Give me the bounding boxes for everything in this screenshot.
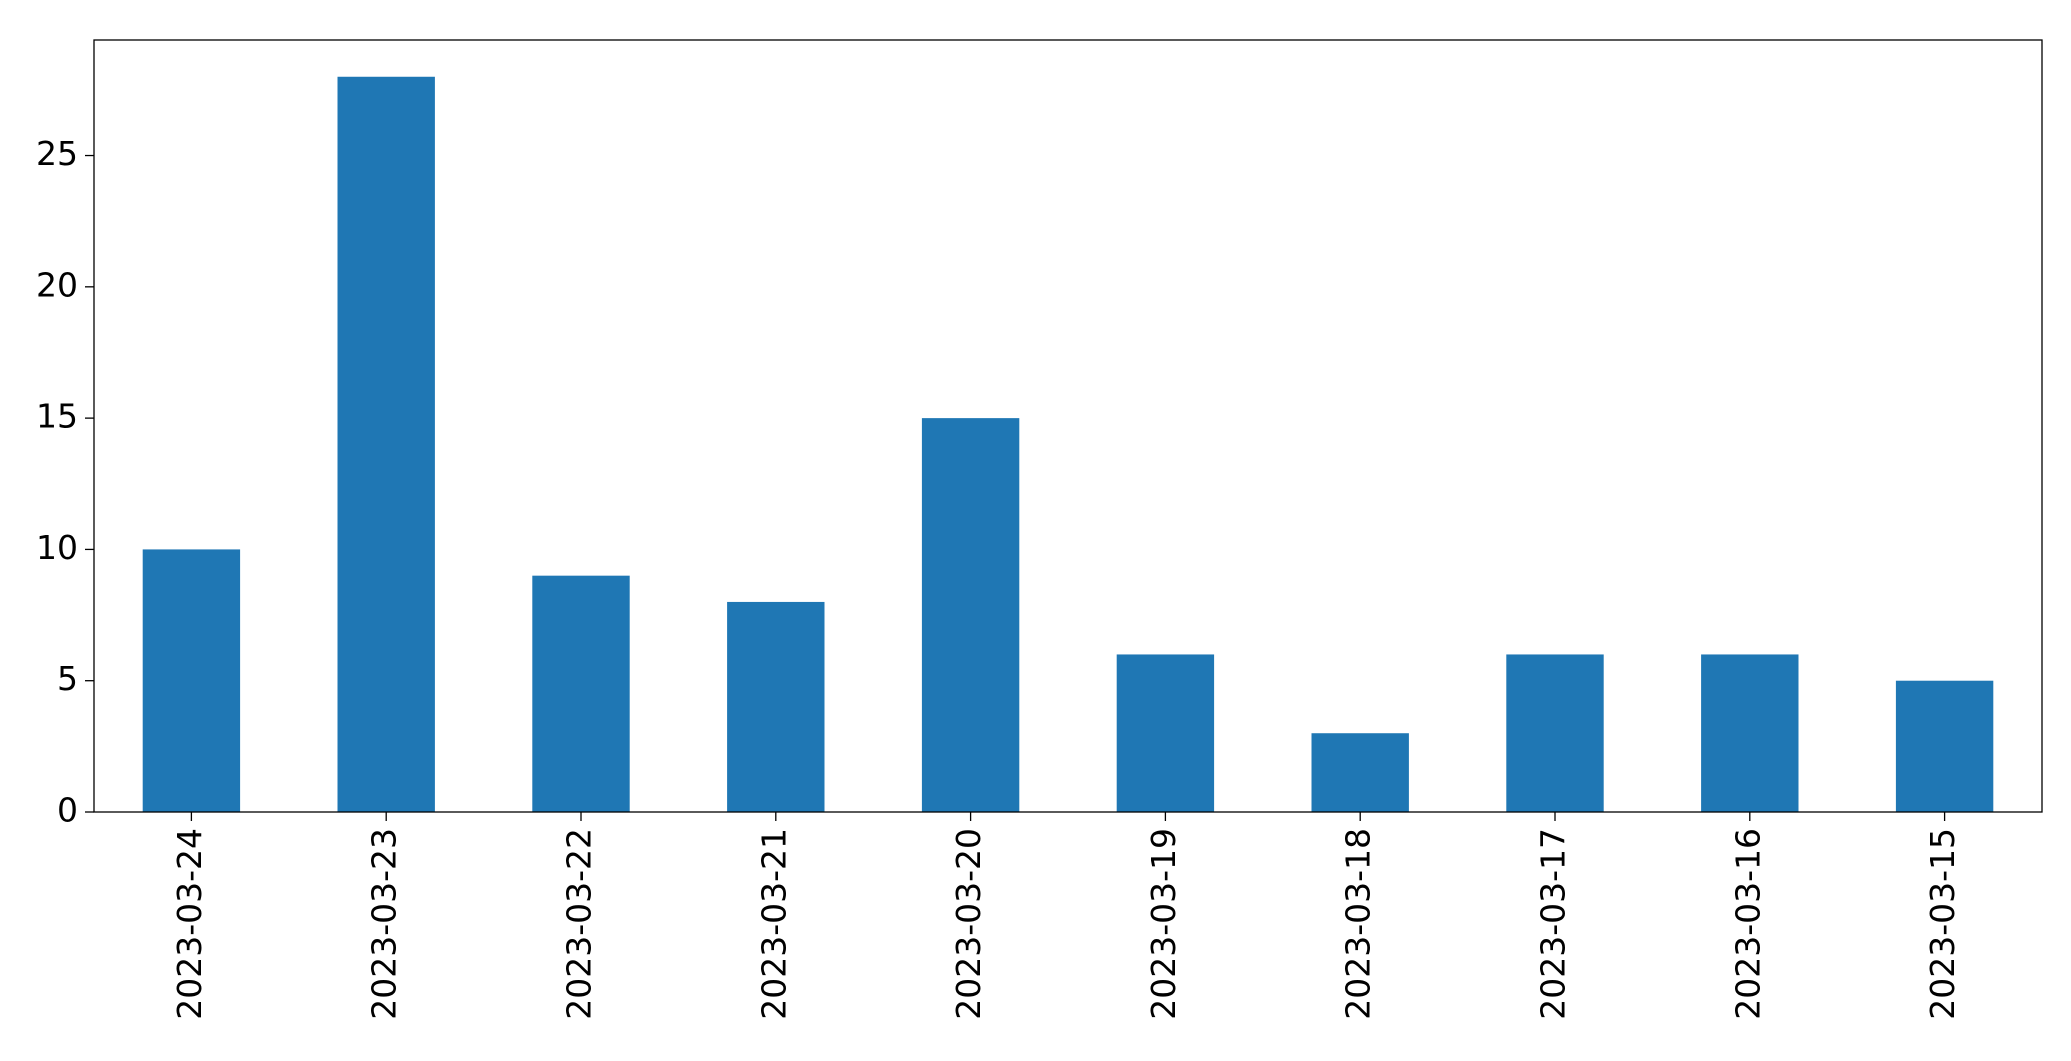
y-tick-label: 10 xyxy=(36,528,78,567)
bar xyxy=(1311,733,1409,812)
x-tick-label: 2023-03-17 xyxy=(1534,828,1573,1020)
x-tick-label: 2023-03-15 xyxy=(1923,828,1962,1020)
plot-frame xyxy=(93,39,2043,813)
bar xyxy=(142,549,241,812)
bar xyxy=(532,575,630,812)
bar xyxy=(1116,654,1215,812)
y-tick-label: 20 xyxy=(36,265,78,304)
bar xyxy=(1701,654,1799,812)
y-tick-label: 0 xyxy=(57,791,78,830)
y-tick-label: 5 xyxy=(57,659,78,698)
y-tick-label: 25 xyxy=(36,134,78,173)
bar xyxy=(727,601,825,812)
x-tick-label: 2023-03-18 xyxy=(1339,828,1378,1020)
x-tick-label: 2023-03-19 xyxy=(1144,828,1183,1020)
x-tick-label: 2023-03-24 xyxy=(170,828,209,1020)
x-tick-label: 2023-03-20 xyxy=(949,828,988,1020)
x-tick-label: 2023-03-22 xyxy=(560,828,599,1020)
bar xyxy=(1506,654,1604,812)
x-tick-label: 2023-03-23 xyxy=(365,828,404,1020)
bar xyxy=(1895,680,1994,812)
x-tick-label: 2023-03-16 xyxy=(1728,828,1767,1020)
x-tick-label: 2023-03-21 xyxy=(754,828,793,1020)
bar xyxy=(921,418,1020,812)
bar xyxy=(337,76,435,812)
y-tick-label: 15 xyxy=(36,397,78,436)
